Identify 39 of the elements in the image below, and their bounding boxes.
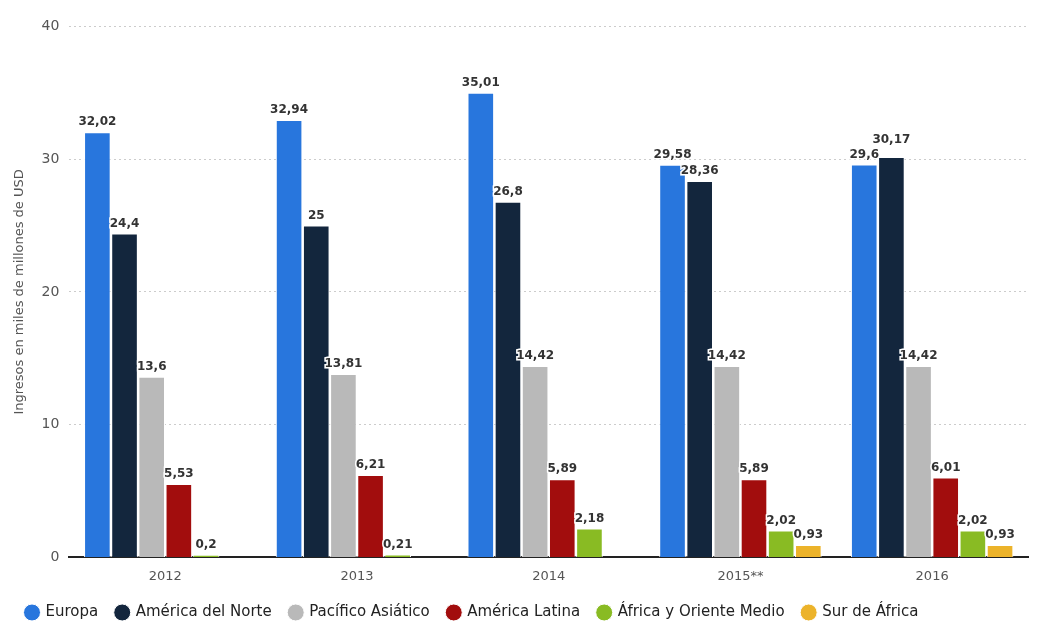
data-label: 5,89 — [547, 461, 578, 476]
legend-label: Sur de África — [822, 601, 919, 621]
data-label: 35,01 — [461, 74, 500, 89]
data-label: 24,4 — [109, 215, 140, 230]
legend-label: América del Norte — [135, 602, 272, 621]
legend-label: Pacífico Asiático — [309, 602, 430, 621]
data-label: 5,53 — [164, 466, 194, 481]
data-label: 29,58 — [653, 146, 692, 161]
data-label: 6,21 — [355, 457, 386, 472]
x-tick-label: 2016 — [915, 567, 949, 583]
data-label: 5,89 — [739, 461, 769, 476]
data-label: 0,21 — [382, 536, 413, 551]
legend-label: Europa — [45, 602, 99, 621]
data-label: 29,6 — [849, 146, 880, 161]
y-axis-title: Ingresos en miles de millones de USD — [11, 169, 27, 415]
x-tick-label: 2015** — [717, 567, 764, 583]
data-label: 0,93 — [793, 527, 824, 542]
data-label: 0,93 — [985, 527, 1015, 542]
data-label: 26,8 — [493, 183, 523, 198]
x-tick-label: 2012 — [148, 567, 182, 583]
data-label: 30,17 — [872, 131, 911, 146]
data-label: 32,02 — [78, 114, 117, 129]
legend-label: América Latina — [467, 602, 581, 621]
data-label: 25 — [307, 207, 325, 222]
data-label: 2,02 — [766, 512, 796, 527]
y-tick-label: 40 — [41, 17, 60, 34]
data-label: 6,01 — [930, 459, 961, 474]
x-tick-label: 2014 — [532, 567, 566, 583]
y-tick-label: 0 — [50, 548, 60, 565]
y-tick-label: 10 — [41, 415, 60, 432]
data-label: 32,94 — [270, 102, 309, 117]
y-tick-label: 30 — [41, 149, 60, 166]
data-label: 2,18 — [574, 510, 605, 525]
x-tick-label: 2013 — [340, 567, 374, 583]
legend-label: África y Oriente Medio — [617, 601, 785, 621]
data-label: 2,02 — [958, 512, 988, 527]
data-label: 13,6 — [136, 358, 167, 373]
y-tick-label: 20 — [41, 282, 60, 299]
data-label: 0,2 — [195, 536, 217, 551]
